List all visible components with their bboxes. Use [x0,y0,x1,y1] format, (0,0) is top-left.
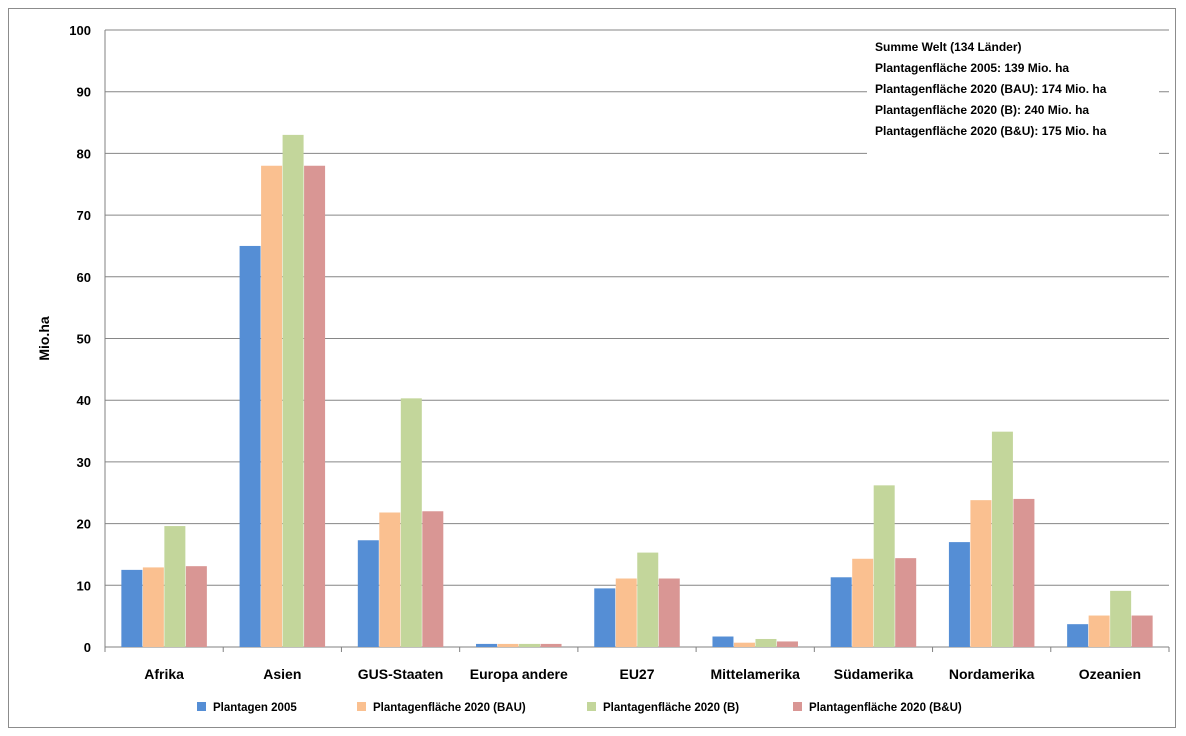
bar [1013,498,1035,647]
legend-label: Plantagen 2005 [213,702,297,714]
x-category-label: Nordamerika [949,666,1035,682]
y-tick-label: 90 [77,85,91,100]
bar [895,558,917,647]
y-tick-label: 100 [69,23,91,38]
summary-line: Plantagenfläche 2005: 139 Mio. ha [875,61,1069,75]
bar [594,588,616,647]
bar [776,641,798,647]
legend-swatch [587,702,596,711]
bar [1131,615,1153,647]
bar [991,431,1013,647]
bar [185,566,207,647]
y-tick-label: 80 [77,146,91,161]
summary-line: Plantagenfläche 2020 (BAU): 174 Mio. ha [875,82,1107,96]
bar [121,569,143,647]
x-category-label: Ozeanien [1079,666,1141,682]
legend-label: Plantagenfläche 2020 (B) [603,702,739,714]
legend-swatch [793,702,802,711]
bar [1067,624,1089,647]
bar [400,398,422,647]
bar [755,638,777,647]
bar [379,512,401,647]
bar [282,134,304,647]
bar [164,526,186,647]
bar [852,558,874,647]
legend-swatch [197,702,206,711]
bar [830,577,852,647]
y-tick-label: 70 [77,208,91,223]
bar [497,643,519,647]
bar [712,636,734,647]
bar [261,165,283,648]
bar [239,245,261,647]
summary-box [867,37,1159,155]
bar [948,542,970,647]
bar [304,165,326,648]
bar-chart: 0 10 20 30 40 50 60 70 80 90 100 Mio.ha Afrika Asien G… [36,23,1170,714]
legend-swatch [357,702,366,711]
y-tick-label: 10 [77,578,91,593]
bar [658,578,680,647]
bar [615,578,637,647]
summary-line: Plantagenfläche 2020 (B): 240 Mio. ha [875,103,1089,117]
x-category-label: Afrika [144,666,184,682]
bar [476,643,498,647]
bar [970,500,992,647]
x-category-label: Mittelamerika [710,666,800,682]
bar [637,552,659,647]
y-tick-label: 50 [77,332,91,347]
legend-label: Plantagenfläche 2020 (B&U) [809,702,962,714]
x-category-label: Südamerika [834,666,914,682]
x-category-label: Asien [263,666,301,682]
y-tick-label: 30 [77,455,91,470]
bar [873,485,895,647]
bar [519,643,541,647]
bar [422,511,444,647]
chart-frame: 0 10 20 30 40 50 60 70 80 90 100 Mio.ha Afrika Asien G… [8,8,1176,728]
y-tick-label: 60 [77,270,91,285]
y-axis-label: Mio.ha [36,316,52,361]
y-tick-label: 0 [84,640,91,655]
y-tick-label: 20 [77,517,91,532]
bar [1088,615,1110,647]
x-category-label: GUS-Staaten [358,666,444,682]
bar [733,642,755,647]
bar [540,643,562,647]
summary-line: Summe Welt (134 Länder) [875,40,1021,54]
bar [357,540,379,647]
x-category-label: EU27 [619,666,654,682]
y-tick-label: 40 [77,393,91,408]
bar [1110,590,1132,647]
summary-line: Plantagenfläche 2020 (B&U): 175 Mio. ha [875,124,1107,138]
x-category-label: Europa andere [470,666,568,682]
bar [142,567,164,647]
legend-label: Plantagenfläche 2020 (BAU) [373,702,526,714]
